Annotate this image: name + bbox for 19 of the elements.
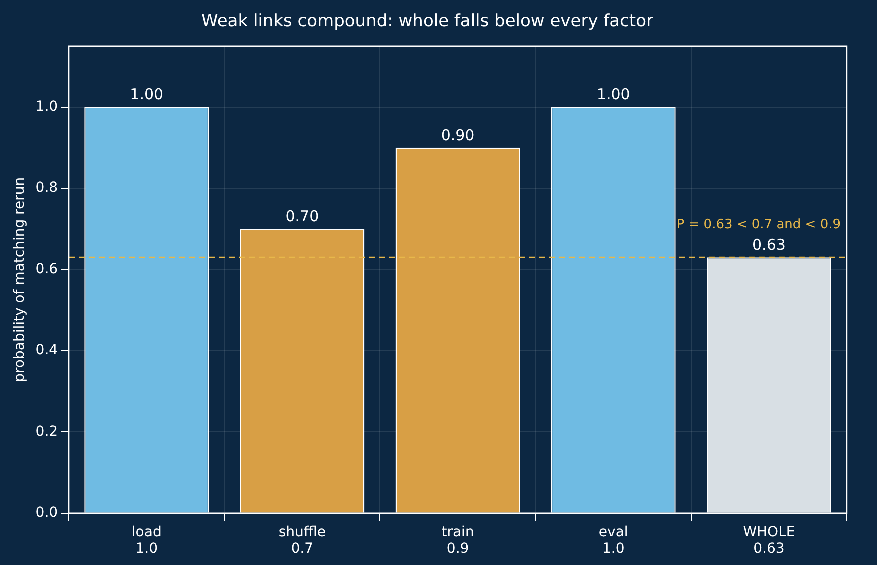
data-label: 0.70 [286,208,320,226]
y-tick-label: 0.2 [36,424,58,440]
x-tick-label: shuffle 0.7 [278,524,326,558]
data-label: 1.00 [596,86,630,104]
data-label: 1.00 [130,86,164,104]
y-tick-label: 0.8 [36,180,58,196]
y-tick-label: 0.4 [36,342,58,359]
x-tick-label: WHOLE 0.63 [743,524,796,558]
y-tick-label: 0.6 [36,261,58,278]
y-tick-label: 1.0 [36,98,58,115]
x-tick-label: train 0.9 [442,524,474,558]
x-tick-label: eval 1.0 [598,524,628,558]
y-tick-label: 0.0 [36,505,58,522]
data-label: 0.63 [752,236,786,254]
data-label: 0.90 [441,126,475,144]
y-axis-title: probability of matching rerun [12,177,28,382]
x-tick-label: load 1.0 [132,524,162,558]
chart-title: Weak links compound: whole falls below every factor [202,12,654,32]
ref-line-label: P = 0.63 < 0.7 and < 0.9 [676,217,841,232]
